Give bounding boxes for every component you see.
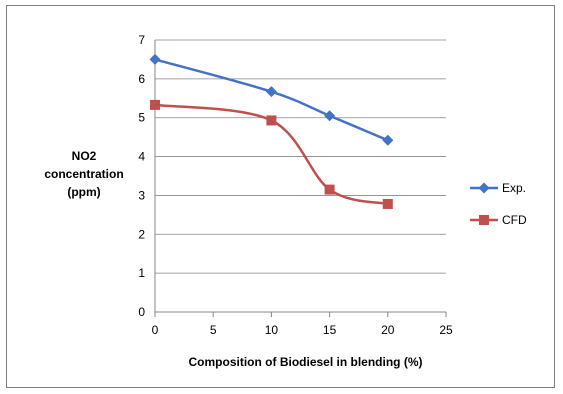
series — [149, 53, 394, 209]
legend-item: CFD — [470, 213, 527, 227]
y-tick-label: 2 — [138, 227, 145, 241]
series-cfd — [150, 99, 393, 209]
x-tick-label: 0 — [152, 323, 159, 337]
legend-label: CFD — [502, 213, 527, 227]
y-axis-label-line: NO2 — [72, 149, 97, 163]
data-point — [324, 184, 335, 195]
data-point — [150, 99, 160, 110]
labels: NO2 concentration (ppm) Composition of Bio… — [44, 149, 422, 369]
data-point — [266, 115, 277, 126]
y-tick-label: 5 — [138, 111, 145, 125]
data-point — [382, 198, 393, 209]
series-line — [154, 103, 389, 206]
data-point — [382, 134, 394, 146]
x-tick-label: 25 — [439, 323, 453, 337]
y-tick-label: 6 — [138, 72, 145, 86]
chart-frame — [6, 5, 555, 388]
y-tick-label: 7 — [138, 33, 145, 47]
y-tick-label: 0 — [138, 305, 145, 319]
legend: Exp. CFD — [470, 181, 527, 227]
legend-marker — [479, 215, 489, 225]
x-tick-label: 5 — [210, 323, 217, 337]
x-tick-label: 20 — [381, 323, 395, 337]
y-axis-label-line: concentration — [44, 167, 123, 181]
axes: 0 1 2 3 4 5 6 7 0 5 10 15 20 25 — [138, 33, 453, 337]
gridlines — [155, 39, 446, 274]
legend-item: Exp. — [470, 181, 526, 195]
x-axis-label: Composition of Biodiesel in blending (%) — [189, 355, 423, 369]
y-tick-label: 3 — [138, 188, 145, 202]
legend-marker — [478, 182, 490, 194]
x-tick-label: 10 — [265, 323, 279, 337]
y-tick-label: 1 — [138, 266, 145, 280]
series-line — [154, 58, 389, 142]
y-tick-label: 4 — [138, 150, 145, 164]
data-point — [324, 110, 336, 122]
y-axis-label-line: (ppm) — [67, 185, 100, 199]
x-tick-label: 15 — [323, 323, 337, 337]
series-exp — [149, 53, 394, 146]
data-point — [149, 53, 161, 65]
y-axis-label: NO2 concentration (ppm) — [44, 149, 123, 199]
legend-label: Exp. — [502, 181, 526, 195]
data-point — [265, 86, 277, 98]
